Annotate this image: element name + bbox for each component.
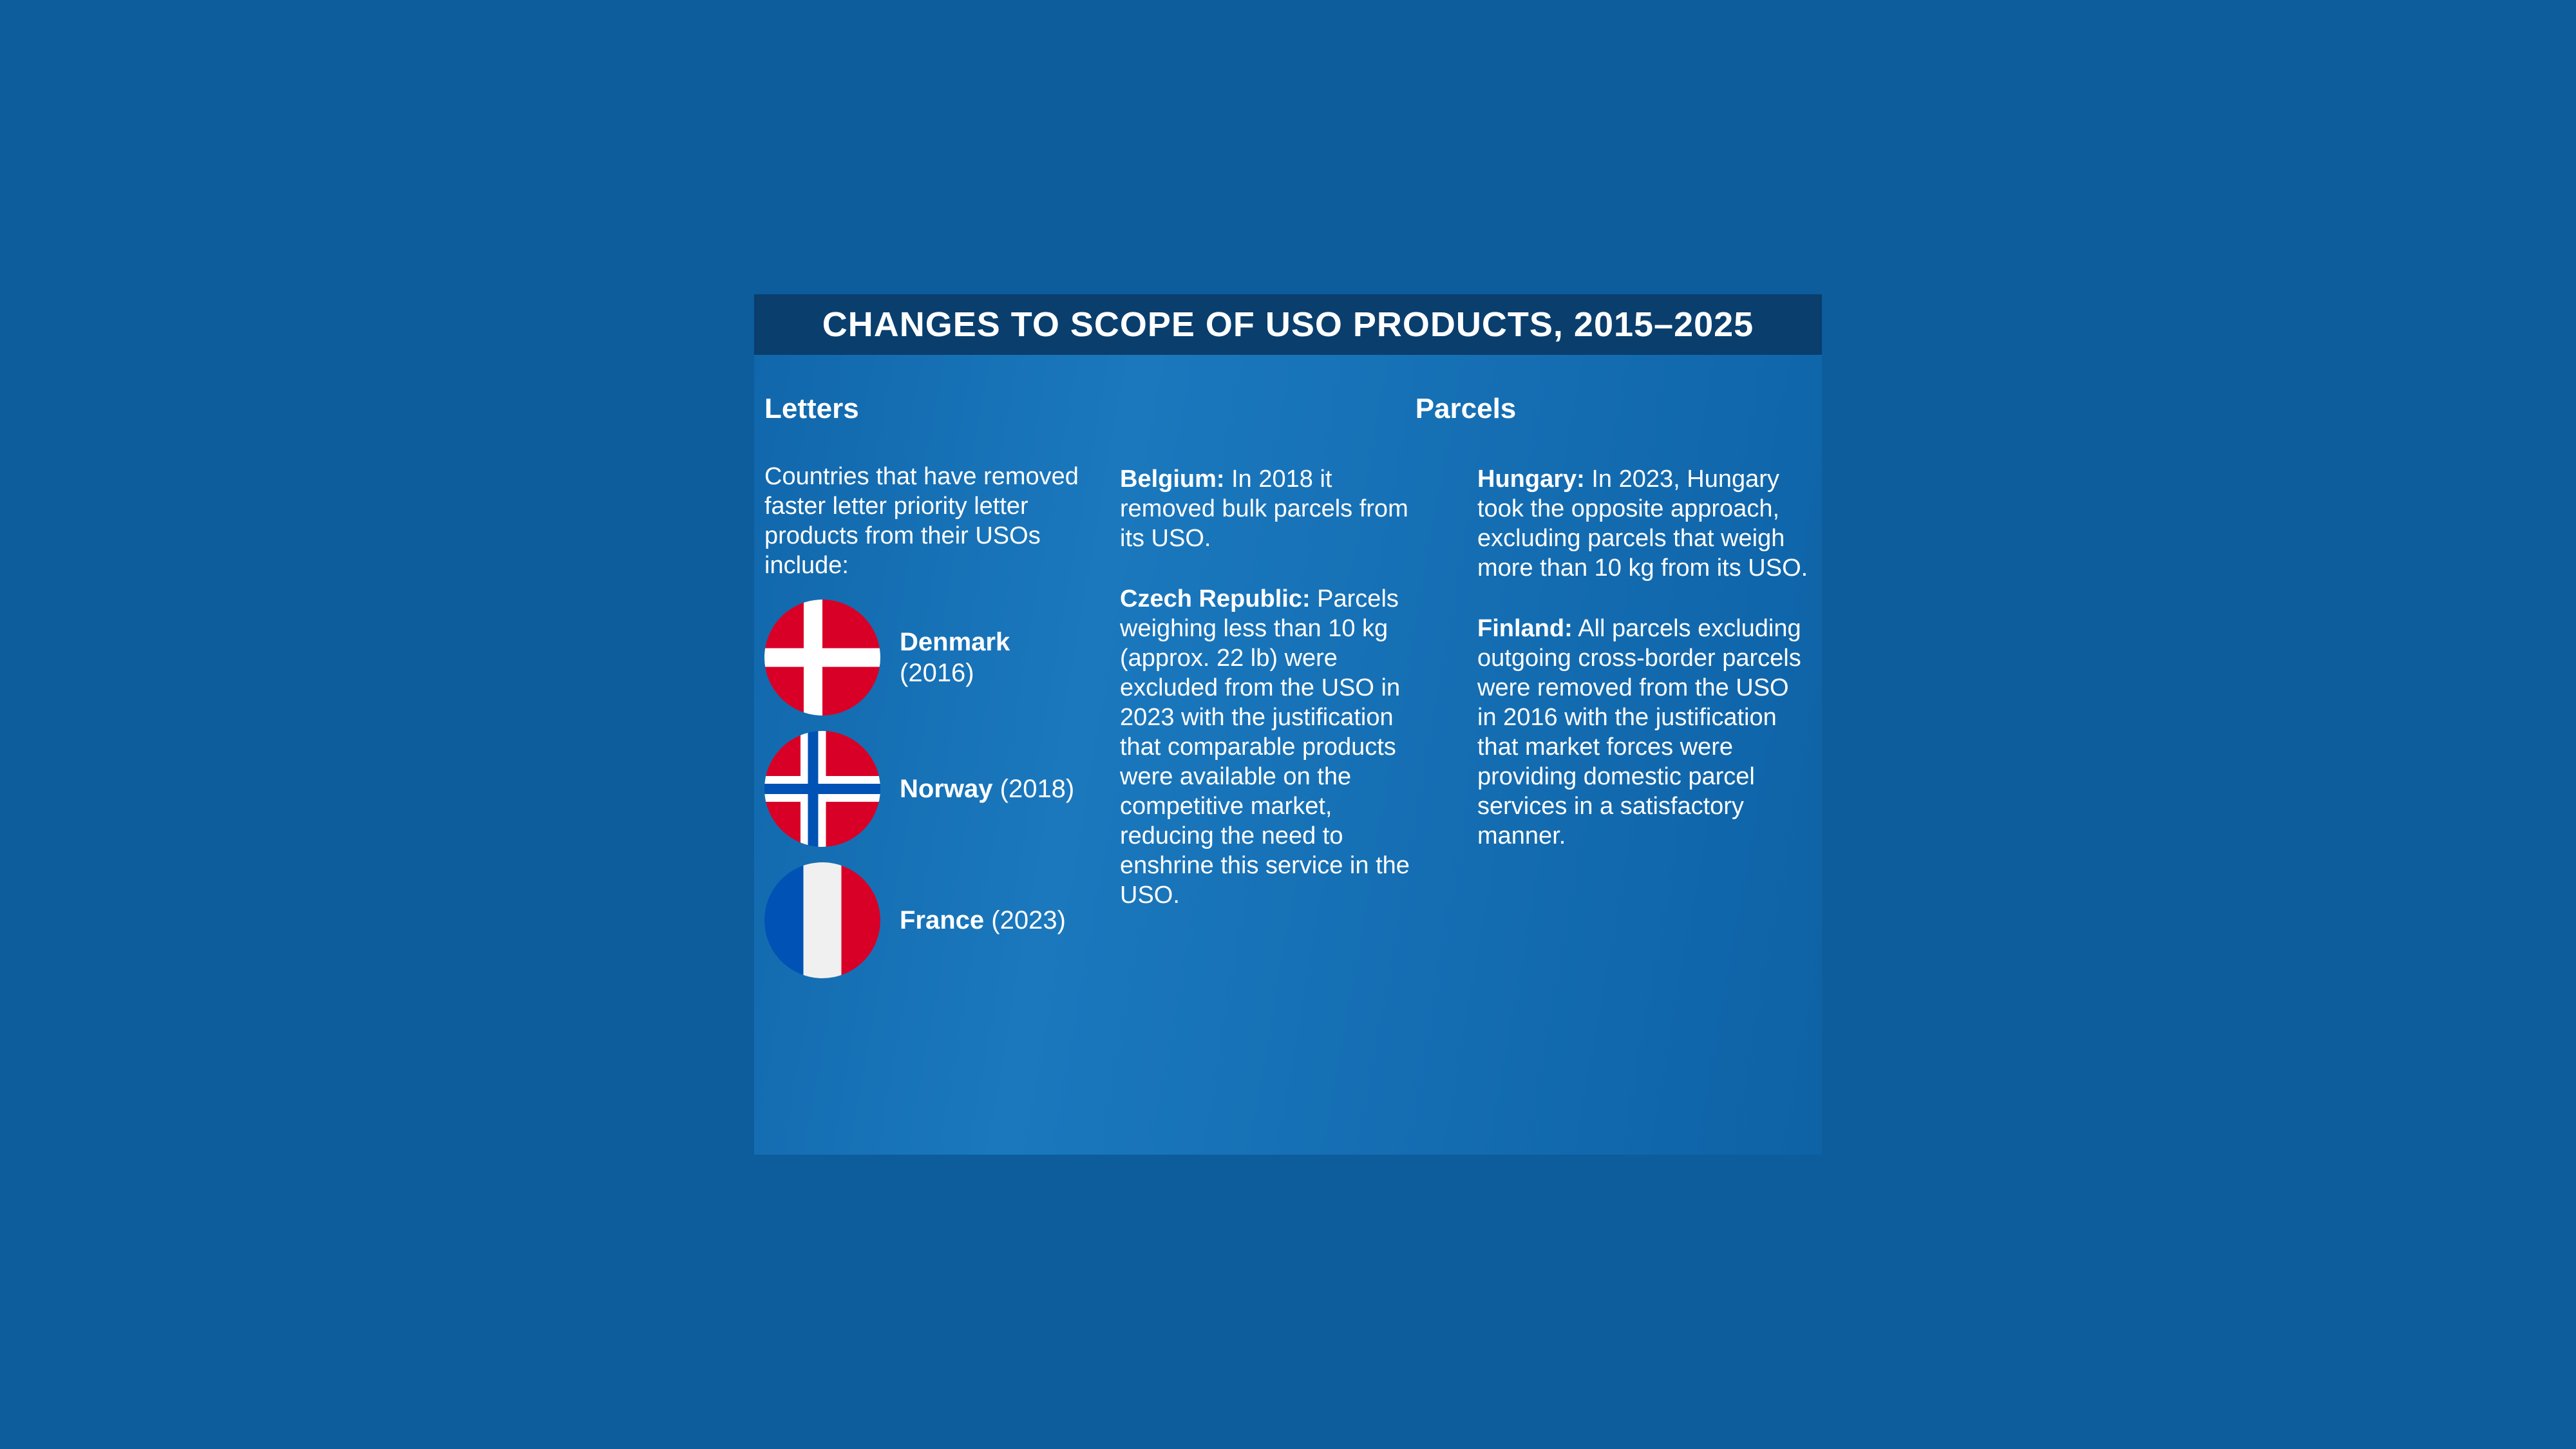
parcel-entry-text: Finland: All parcels excluding outgoing … bbox=[1477, 614, 1812, 851]
entry-label: Finland: bbox=[1477, 615, 1573, 642]
letters-intro: Countries that have removed faster lette… bbox=[764, 463, 1079, 579]
letters-item-france: France (2023) bbox=[764, 862, 1086, 978]
letters-item-label: Norway (2018) bbox=[900, 773, 1074, 804]
country-year: (2016) bbox=[900, 659, 974, 687]
country-name: France bbox=[900, 906, 985, 934]
parcel-entry-czech-republic: Czech Republic: Parcels weighing less th… bbox=[1120, 584, 1432, 910]
country-name: Denmark bbox=[900, 628, 1010, 656]
title-bar: CHANGES TO SCOPE OF USO PRODUCTS, 2015–2… bbox=[754, 294, 1822, 355]
entry-body: In 2018 it removed bulk parcels from its… bbox=[1120, 466, 1408, 552]
norway-flag-icon bbox=[764, 731, 880, 847]
parcel-entry-finland: Finland: All parcels excluding outgoing … bbox=[1477, 614, 1812, 851]
infographic-panel: CHANGES TO SCOPE OF USO PRODUCTS, 2015–2… bbox=[754, 294, 1822, 1155]
parcels-heading: Parcels bbox=[1415, 393, 1517, 424]
letters-item-label: France (2023) bbox=[900, 905, 1066, 936]
denmark-flag-icon bbox=[764, 600, 880, 715]
entry-body: Parcels weighing less than 10 kg (approx… bbox=[1120, 585, 1410, 909]
parcels-columns: Belgium: In 2018 it removed bulk parcels… bbox=[1120, 454, 1812, 910]
parcels-column-1: Belgium: In 2018 it removed bulk parcels… bbox=[1120, 454, 1432, 910]
entry-label: Belgium: bbox=[1120, 466, 1225, 493]
letters-section: Letters Countries that have removed fast… bbox=[764, 392, 1086, 1138]
parcel-entry-text: Hungary: In 2023, Hungary took the oppos… bbox=[1477, 464, 1812, 583]
country-name: Norway bbox=[900, 775, 993, 803]
country-year: (2023) bbox=[991, 906, 1066, 934]
letters-item-norway: Norway (2018) bbox=[764, 731, 1086, 847]
parcel-entry-belgium: Belgium: In 2018 it removed bulk parcels… bbox=[1120, 464, 1432, 553]
entry-label: Hungary: bbox=[1477, 466, 1585, 493]
france-flag-icon bbox=[764, 862, 880, 978]
entry-body: All parcels excluding outgoing cross-bor… bbox=[1477, 615, 1801, 849]
parcel-entry-hungary: Hungary: In 2023, Hungary took the oppos… bbox=[1477, 464, 1812, 583]
infographic-body: Letters Countries that have removed fast… bbox=[754, 355, 1822, 1155]
parcels-column-2: Hungary: In 2023, Hungary took the oppos… bbox=[1477, 454, 1812, 910]
letters-item-label: Denmark (2016) bbox=[900, 627, 1086, 688]
infographic-title: CHANGES TO SCOPE OF USO PRODUCTS, 2015–2… bbox=[822, 305, 1754, 344]
country-year: (2018) bbox=[999, 775, 1075, 803]
letters-item-denmark: Denmark (2016) bbox=[764, 600, 1086, 715]
parcel-entry-text: Belgium: In 2018 it removed bulk parcels… bbox=[1120, 464, 1432, 553]
letters-heading: Letters bbox=[764, 393, 859, 424]
entry-body: In 2023, Hungary took the opposite appro… bbox=[1477, 466, 1808, 582]
entry-label: Czech Republic: bbox=[1120, 585, 1311, 612]
parcel-entry-text: Czech Republic: Parcels weighing less th… bbox=[1120, 584, 1432, 910]
parcels-section: Parcels Belgium: In 2018 it removed bulk… bbox=[1120, 392, 1812, 1138]
